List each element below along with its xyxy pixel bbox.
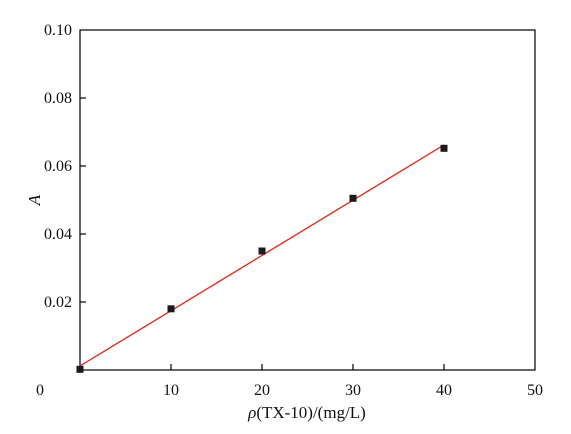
y-tick-label: 0.02 <box>44 294 72 311</box>
data-point <box>167 305 175 313</box>
x-axis-label-symbol: ρ <box>247 403 256 422</box>
x-axis-ticks: 0 10 20 30 40 50 <box>36 364 543 399</box>
y-tick-label: 0.04 <box>44 226 72 243</box>
x-axis-label: ρ(TX-10)/(mg/L) <box>247 403 366 422</box>
x-tick-label: 20 <box>254 382 270 399</box>
fit-line <box>79 144 445 367</box>
plot-frame <box>79 29 536 371</box>
data-point <box>440 144 448 152</box>
data-point <box>76 365 84 373</box>
x-tick-label: 0 <box>36 382 44 399</box>
x-axis-label-text: (TX-10)/(mg/L) <box>256 403 366 422</box>
y-tick-label: 0.10 <box>44 22 72 39</box>
data-point <box>349 194 357 202</box>
y-tick-label: 0.08 <box>44 90 72 107</box>
fit-line-group <box>79 144 445 367</box>
data-point <box>258 247 266 255</box>
plot-area-border <box>79 29 536 371</box>
x-tick-label: 30 <box>345 382 361 399</box>
x-tick-label: 10 <box>163 382 179 399</box>
x-tick-label: 50 <box>527 382 543 399</box>
x-tick-label: 40 <box>436 382 452 399</box>
y-axis-label: A <box>25 194 44 206</box>
y-tick-label: 0.06 <box>44 158 72 175</box>
y-axis-ticks: 0.02 0.04 0.06 0.08 0.10 <box>44 22 86 311</box>
data-points <box>76 144 448 373</box>
